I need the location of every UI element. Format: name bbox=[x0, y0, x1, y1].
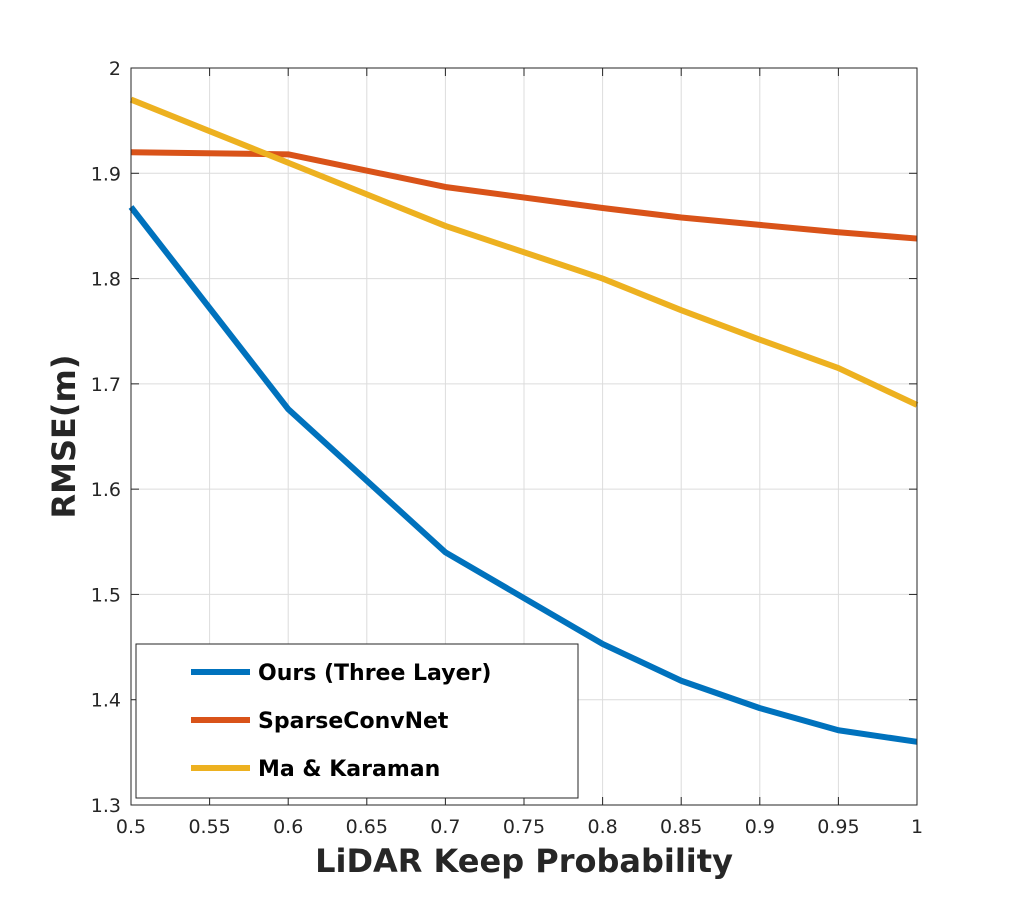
x-tick-label: 0.65 bbox=[346, 816, 388, 838]
x-tick-label: 0.6 bbox=[273, 816, 303, 838]
legend-label-0: Ours (Three Layer) bbox=[258, 661, 491, 686]
y-axis-label: RMSE(m) bbox=[45, 355, 83, 519]
axis-ticks: 0.5 0.55 0.6 0.65 0.7 0.75 0.8 0.85 0.9 0.95 1 1.3 1… bbox=[91, 58, 923, 838]
y-tick-label: 1.6 bbox=[91, 479, 121, 501]
y-tick-label: 1.7 bbox=[91, 374, 121, 396]
y-tick-label: 1.3 bbox=[91, 795, 121, 817]
x-tick-label: 0.85 bbox=[660, 816, 702, 838]
series-line-0 bbox=[128, 205, 918, 745]
y-tick-label: 2 bbox=[109, 58, 121, 80]
legend-label-2: Ma & Karaman bbox=[258, 757, 440, 782]
y-tick-label: 1.9 bbox=[91, 163, 121, 185]
x-tick-label: 0.75 bbox=[503, 816, 545, 838]
series-lines bbox=[128, 96, 919, 745]
legend-label-1: SparseConvNet bbox=[258, 709, 449, 734]
x-axis-label: LiDAR Keep Probability bbox=[315, 842, 733, 880]
series-line-1 bbox=[130, 149, 918, 242]
y-tick-label: 1.8 bbox=[91, 269, 121, 291]
legend: Ours (Three Layer) SparseConvNet Ma & Kara… bbox=[135, 643, 579, 799]
x-tick-label: 0.7 bbox=[430, 816, 460, 838]
series-line-2 bbox=[129, 96, 919, 408]
x-tick-label: 1 bbox=[911, 816, 923, 838]
y-tick-label: 1.5 bbox=[91, 584, 121, 606]
y-tick-label: 1.4 bbox=[91, 690, 121, 712]
x-tick-label: 0.5 bbox=[116, 816, 146, 838]
x-tick-label: 0.95 bbox=[817, 816, 859, 838]
x-tick-label: 0.8 bbox=[587, 816, 617, 838]
x-tick-label: 0.55 bbox=[188, 816, 230, 838]
x-tick-label: 0.9 bbox=[745, 816, 775, 838]
